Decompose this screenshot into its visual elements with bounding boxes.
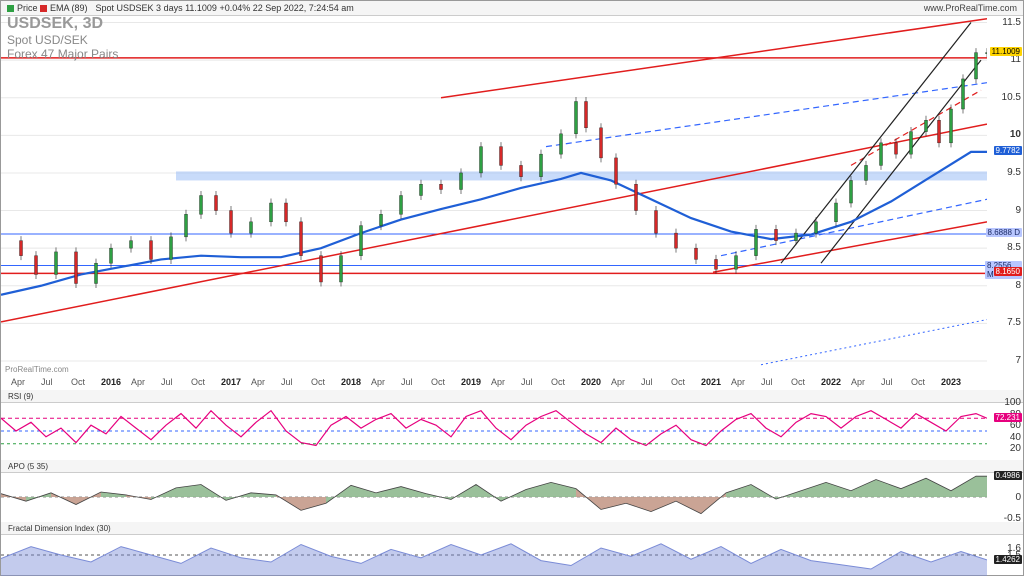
fdi-svg (1, 534, 987, 576)
apo-area (1, 472, 985, 522)
apo-panel[interactable]: APO (5 35) -0.500.50.4986 (1, 460, 1023, 523)
apo-label: APO (5 35) (8, 462, 48, 471)
apo-svg (1, 472, 987, 522)
ema-label: EMA (89) (50, 3, 88, 13)
rsi-label: RSI (9) (8, 392, 33, 401)
chart-title: USDSEK, 3D (7, 15, 103, 33)
fdi-area (1, 534, 985, 576)
chart-root: Price EMA (89) Spot USDSEK 3 days 11.100… (0, 0, 1024, 576)
chart-pairs: Forex 47 Major Pairs (7, 47, 118, 61)
fdi-y-axis: 1.51.61.4262 (985, 534, 1023, 576)
top-info-bar: Price EMA (89) Spot USDSEK 3 days 11.100… (1, 1, 1023, 16)
rsi-svg (1, 402, 987, 460)
price-chart-svg (1, 15, 987, 376)
price-label: Price (17, 3, 40, 13)
fdi-label: Fractal Dimension Index (30) (8, 524, 111, 533)
price-chart-area[interactable]: USDSEK, 3D Spot USD/SEK Forex 47 Major P… (1, 15, 985, 376)
top-info-text: Spot USDSEK 3 days 11.1009 +0.04% 22 Sep… (96, 3, 354, 13)
price-chart-panel[interactable]: USDSEK, 3D Spot USD/SEK Forex 47 Major P… (1, 15, 1023, 391)
apo-y-axis: -0.500.50.4986 (985, 472, 1023, 522)
price-y-axis: 77.588.599.51010.51111.511.10099.77828.6… (985, 15, 1023, 376)
rsi-panel[interactable]: RSI (9) 2040608010072.231 (1, 390, 1023, 461)
fdi-panel[interactable]: Fractal Dimension Index (30) 1.51.61.426… (1, 522, 1023, 576)
price-color-icon (7, 5, 14, 12)
ema-color-icon (40, 5, 47, 12)
rsi-y-axis: 2040608010072.231 (985, 402, 1023, 460)
rsi-area (1, 402, 985, 460)
chart-subtitle: Spot USD/SEK (7, 33, 88, 47)
time-x-axis: AprJulOct2016AprJulOct2017AprJulOct2018A… (1, 376, 985, 390)
watermark-link[interactable]: www.ProRealTime.com (924, 3, 1017, 13)
chart-watermark: ProRealTime.com (5, 365, 69, 374)
